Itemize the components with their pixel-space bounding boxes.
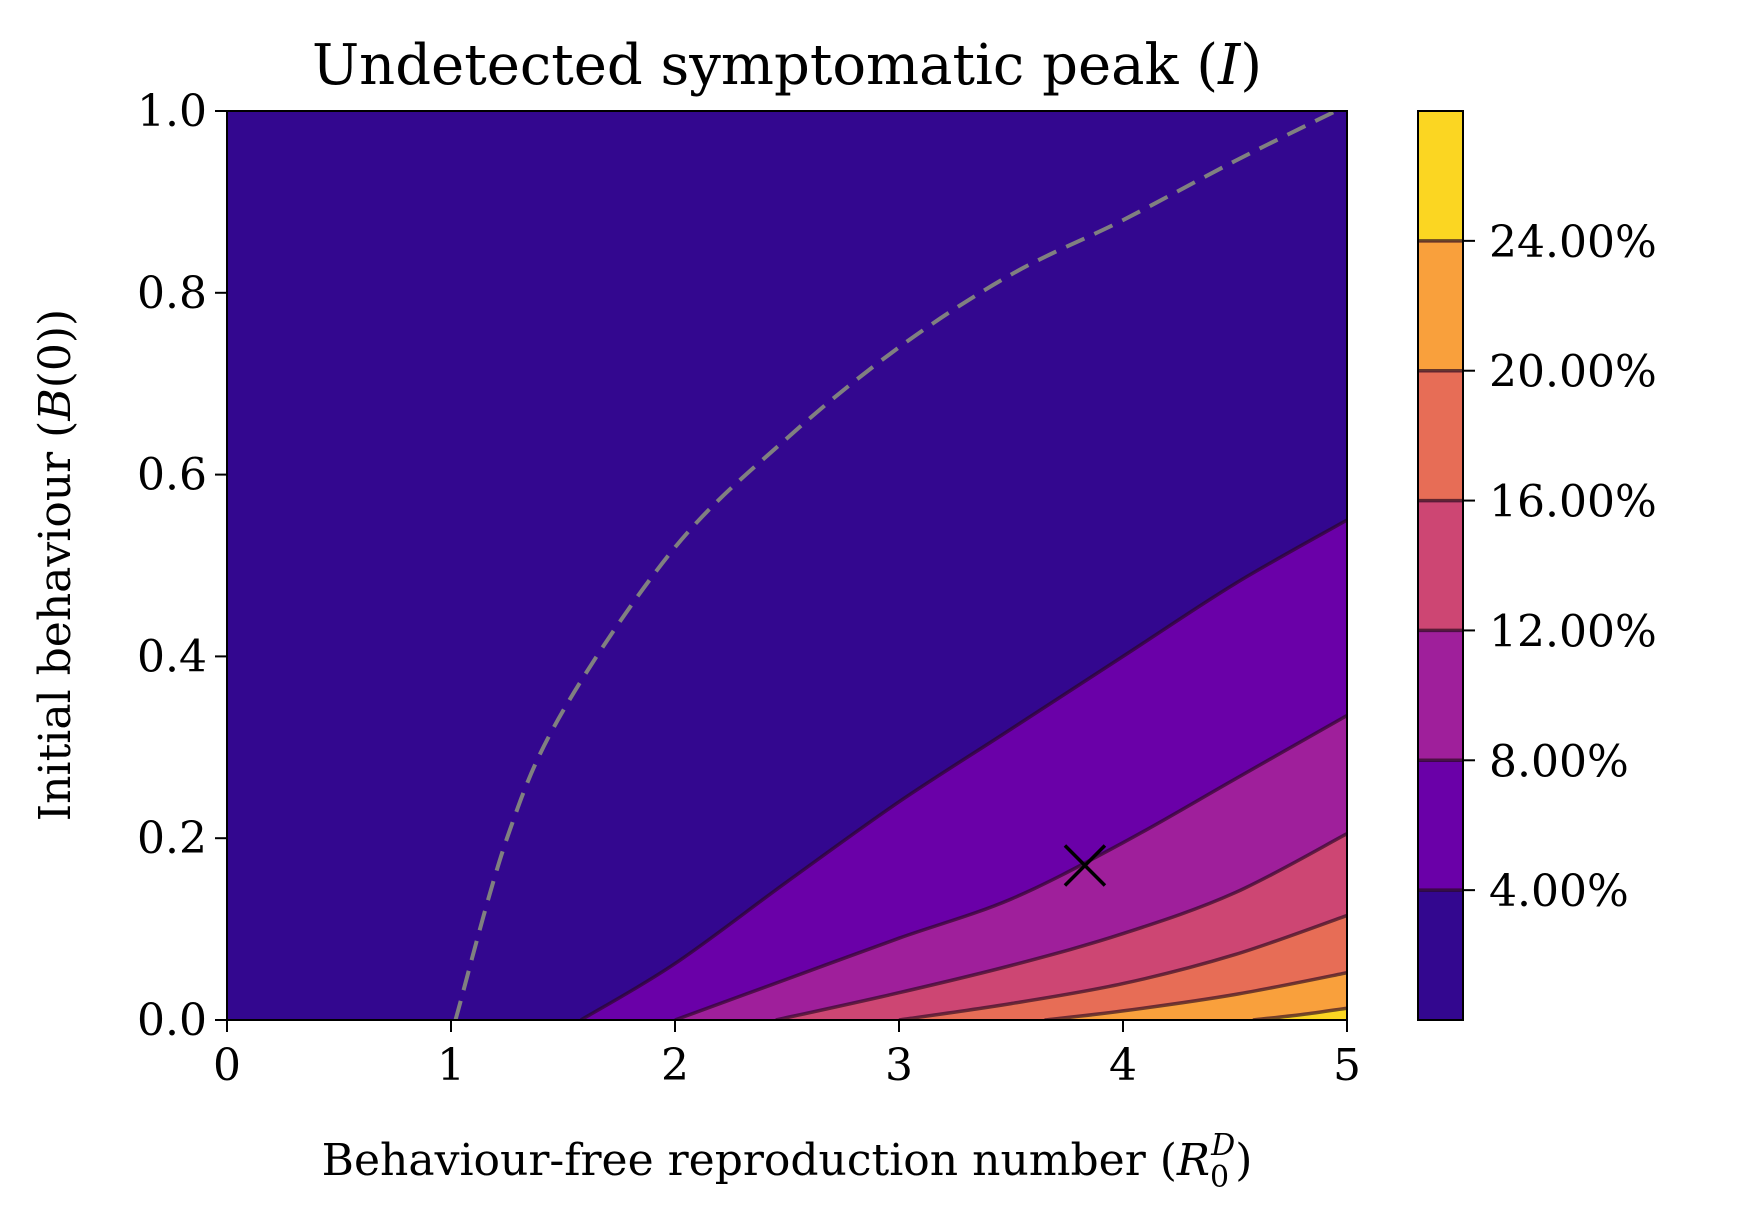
colorbar: 4.00% 8.00% 12.00% 16.00% 20.00% 24.00% [1418,111,1657,1020]
x-tick-label: 5 [1333,1040,1361,1091]
contour-line-6 [1252,1006,1347,1020]
x-tick-label: 0 [213,1040,241,1091]
contour-fill-band-5 [1044,972,1347,1020]
colorbar-band-1 [1418,760,1463,891]
colorbar-tick-label: 16.00% [1489,477,1657,528]
plot-area [227,111,1347,1020]
colorbar-band-0 [1418,890,1463,1020]
y-tick-label: 1.0 [137,86,207,137]
x-tick-label: 2 [661,1040,689,1091]
x-tick-label: 3 [885,1040,913,1091]
x-axis-label-symbol: R [1176,1135,1210,1186]
y-axis: 0.0 0.2 0.4 0.6 0.8 1.0 [137,86,227,1046]
contour-lines [580,518,1347,1020]
colorbar-tick-label: 20.00% [1489,347,1657,398]
colorbar-tick-label: 12.00% [1489,606,1657,657]
point-marker [1063,844,1107,887]
colorbar-tick-label: 8.00% [1489,736,1629,787]
y-tick-label: 0.6 [137,450,207,501]
x-axis-label-close: ) [1235,1135,1252,1186]
chart-title-main: Undetected symptomatic peak ( [312,33,1218,98]
contour-fill-band-6 [1252,1008,1347,1020]
colorbar-frame [1417,110,1464,1021]
x-tick-label: 4 [1109,1040,1137,1091]
colorbar-band-4 [1418,370,1463,501]
contour-line-3 [775,832,1347,1020]
contour-line-1 [580,518,1347,1020]
y-tick-label: 0.8 [137,268,207,319]
colorbar-tick-label: 4.00% [1489,866,1629,917]
x-tick-label: 1 [437,1040,465,1091]
y-axis-label-symbol: B [30,388,81,421]
colorbar-band-2 [1418,630,1463,761]
x-axis-label-superscript: D [1210,1128,1235,1163]
plot-frame [226,110,1348,1021]
chart-title-symbol: I [1217,33,1242,98]
contour-line-5 [1044,970,1347,1020]
y-tick-label: 0.0 [137,995,207,1046]
contour-line-2 [674,713,1347,1020]
y-tick-label: 0.4 [137,631,207,682]
colorbar-band-5 [1418,240,1463,371]
threshold-curve [453,111,1337,1020]
x-axis-label-text: Behaviour-free reproduction number ( [322,1135,1177,1186]
chart-title-close: ) [1240,33,1262,98]
marker-stroke-b [1063,844,1107,887]
colorbar-tick-label: 24.00% [1489,217,1657,268]
colorbar-band-3 [1418,500,1463,631]
contour-line-4 [898,913,1347,1020]
x-axis-label: Behaviour-free reproduction number (R0D) [322,1128,1253,1195]
x-axis: 0 1 2 3 4 5 [213,1020,1361,1091]
y-axis-label-close: (0)) [30,309,81,389]
chart-title: Undetected symptomatic peak (I) [312,33,1262,98]
colorbar-band-6 [1418,111,1463,241]
y-tick-label: 0.2 [137,813,207,864]
x-axis-label-subscript: 0 [1210,1160,1229,1195]
y-axis-label: Initial behaviour (B(0)) [30,309,81,821]
y-axis-label-text: Initial behaviour ( [30,421,81,822]
